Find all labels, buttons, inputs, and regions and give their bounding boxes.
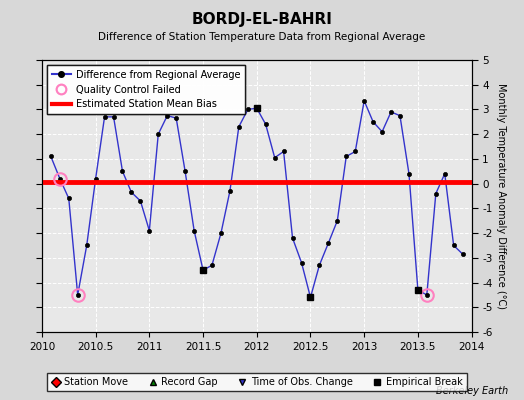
Text: Difference of Station Temperature Data from Regional Average: Difference of Station Temperature Data f… — [99, 32, 425, 42]
Text: BORDJ-EL-BAHRI: BORDJ-EL-BAHRI — [192, 12, 332, 27]
Y-axis label: Monthly Temperature Anomaly Difference (°C): Monthly Temperature Anomaly Difference (… — [496, 83, 506, 309]
Legend: Difference from Regional Average, Quality Control Failed, Estimated Station Mean: Difference from Regional Average, Qualit… — [47, 65, 245, 114]
Text: Berkeley Earth: Berkeley Earth — [436, 386, 508, 396]
Legend: Station Move, Record Gap, Time of Obs. Change, Empirical Break: Station Move, Record Gap, Time of Obs. C… — [47, 373, 467, 391]
